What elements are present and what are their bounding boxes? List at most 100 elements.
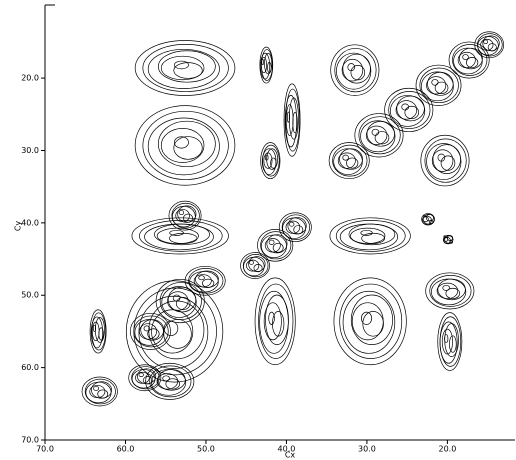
chart: Cx Cy 70.060.050.040.030.020.020.030.040… (0, 0, 516, 460)
contour-ring (481, 39, 493, 50)
contour-ring (91, 317, 102, 348)
contour-ring (432, 150, 453, 172)
contour-ring (435, 82, 448, 94)
contour-ring (449, 42, 489, 78)
contour-ring (361, 121, 395, 152)
contour-ring (425, 139, 466, 182)
contour-ring (246, 260, 258, 271)
contour-ring (168, 287, 196, 312)
contour-ring (189, 268, 223, 293)
contour-ring (269, 312, 275, 324)
contour-ring (273, 243, 283, 252)
contour-ring (362, 233, 385, 243)
contour-ring (355, 114, 403, 157)
contour-ring (287, 112, 289, 122)
contour-ring (426, 273, 474, 309)
contour-ring (169, 233, 197, 243)
x-tick-label: 50.0 (197, 445, 215, 454)
contour-ring (174, 61, 188, 69)
contour-ring (139, 373, 144, 377)
contour-ring (427, 72, 453, 95)
contour-ring (334, 278, 406, 365)
contour-ring (433, 145, 461, 174)
contour-ring (367, 121, 395, 146)
contour-ring (294, 226, 303, 234)
y-tick-label: 70.0 (21, 436, 39, 445)
y-tick-label: 50.0 (21, 291, 39, 300)
contour-ring (335, 48, 376, 91)
contour-ring (262, 59, 264, 64)
contour-ring (164, 321, 178, 335)
contour-ring (158, 121, 215, 166)
y-tick-label: 40.0 (21, 218, 39, 227)
contour-ring (179, 211, 184, 215)
x-tick-label: 70.0 (36, 445, 54, 454)
x-tick-label: 40.0 (278, 445, 296, 454)
contour-ring (420, 68, 459, 103)
contour-ring (135, 40, 235, 95)
contour-ring (98, 390, 108, 398)
contour-ring (343, 291, 395, 353)
contour-ring (257, 229, 292, 261)
contour-ring (269, 240, 274, 245)
y-tick-label: 30.0 (21, 146, 39, 155)
y-tick-label: 60.0 (21, 363, 39, 372)
contour-ring (249, 261, 253, 265)
contour-ring (163, 376, 170, 381)
contour-ring (427, 144, 461, 180)
contour-ring (330, 218, 410, 254)
contour-ring (445, 236, 453, 243)
contour-ring (166, 379, 180, 389)
contour-ring (421, 72, 453, 101)
contour-ring (446, 288, 460, 298)
contour-ring (135, 106, 235, 186)
contour-ring (173, 295, 180, 301)
contour-ring (432, 79, 438, 85)
contour-ring (430, 275, 471, 306)
contour-ring (342, 59, 363, 81)
contour-ring (385, 88, 433, 131)
contour-ring (158, 370, 186, 391)
contour-ring (389, 91, 430, 128)
contour-ring (170, 230, 184, 235)
contour-ring (289, 222, 294, 226)
x-tick-label: 30.0 (358, 445, 376, 454)
contour-ring (82, 377, 117, 406)
contour-ring (174, 63, 203, 79)
contour-ring (161, 128, 204, 162)
contour-ring (343, 54, 371, 83)
contour-ring (333, 145, 367, 176)
contour-ring (361, 230, 372, 235)
contour-ring (202, 279, 213, 287)
contour-ring (279, 213, 311, 242)
contour-ring (438, 279, 466, 300)
contour-ring (169, 201, 201, 230)
contour-ring (390, 95, 424, 126)
contour-ring (336, 53, 370, 89)
y-tick-label: 20.0 (21, 74, 39, 83)
contour-ring (372, 129, 379, 135)
contour-ring (351, 295, 392, 345)
contour-ring (397, 96, 425, 121)
contour-ring (463, 54, 469, 59)
contour-ring (93, 325, 95, 331)
contour-ring (262, 149, 276, 175)
contour-ring (90, 385, 105, 397)
x-tick-label: 60.0 (117, 445, 135, 454)
contour-ring (158, 51, 215, 82)
contour-ring (271, 158, 277, 168)
contour-ring (199, 276, 205, 280)
contour-ring (402, 104, 409, 110)
contour-ring (484, 40, 488, 44)
contour-ring (443, 285, 450, 290)
contour-ring (94, 386, 99, 390)
contour-ring (139, 296, 208, 368)
contour-ring (423, 217, 429, 222)
contour-ring (139, 220, 222, 251)
contour-ring (416, 65, 461, 106)
contour-ring (132, 218, 229, 254)
contour-ring (331, 45, 379, 96)
contour-ring (421, 135, 469, 186)
contour-ring (452, 44, 486, 75)
contour-ring (174, 137, 188, 148)
